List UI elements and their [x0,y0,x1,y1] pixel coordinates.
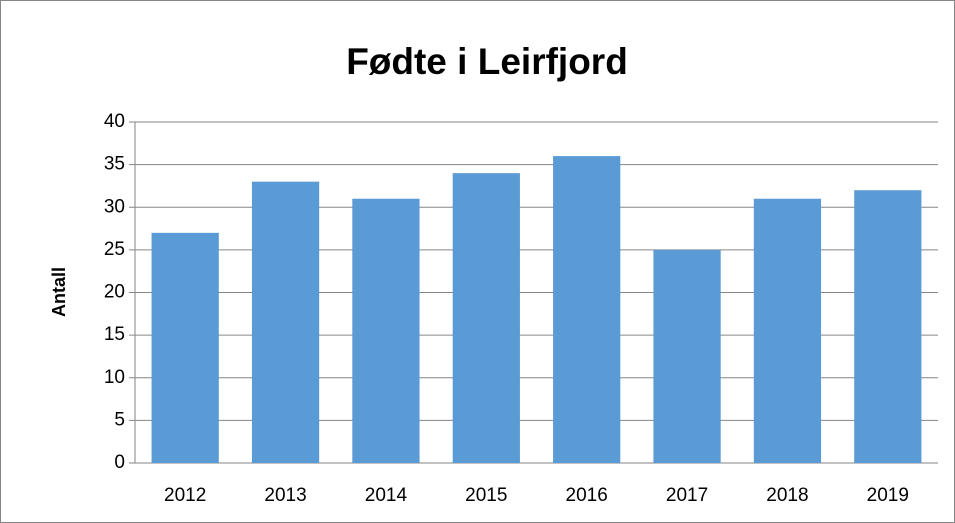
bar [653,249,721,463]
y-tick-label: 5 [114,409,125,430]
x-tick-label: 2017 [666,485,708,506]
x-tick-label: 2016 [566,485,608,506]
bar [854,190,922,463]
bar [553,156,621,463]
bar [251,181,320,464]
bar [753,198,822,463]
y-tick-label: 40 [104,111,125,132]
x-tick-label: 2015 [465,485,507,506]
y-tick-label: 25 [104,239,125,260]
x-tick-label: 2018 [766,485,808,506]
x-tick-label: 2013 [264,485,306,506]
y-tick-label: 20 [104,282,125,303]
x-tick-label: 2012 [164,485,206,506]
y-tick-label: 15 [104,324,125,345]
y-tick-label: 0 [114,452,125,473]
bar [151,232,219,463]
chart-title: Fødte i Leirfjord [346,41,628,82]
y-axis-label: Antall [49,267,69,317]
bar [452,173,520,463]
y-tick-label: 30 [104,196,125,217]
y-tick-label: 10 [104,367,125,388]
x-tick-label: 2019 [867,485,909,506]
y-tick-label: 35 [104,154,125,175]
bar [352,198,420,463]
x-tick-label: 2014 [365,485,408,506]
